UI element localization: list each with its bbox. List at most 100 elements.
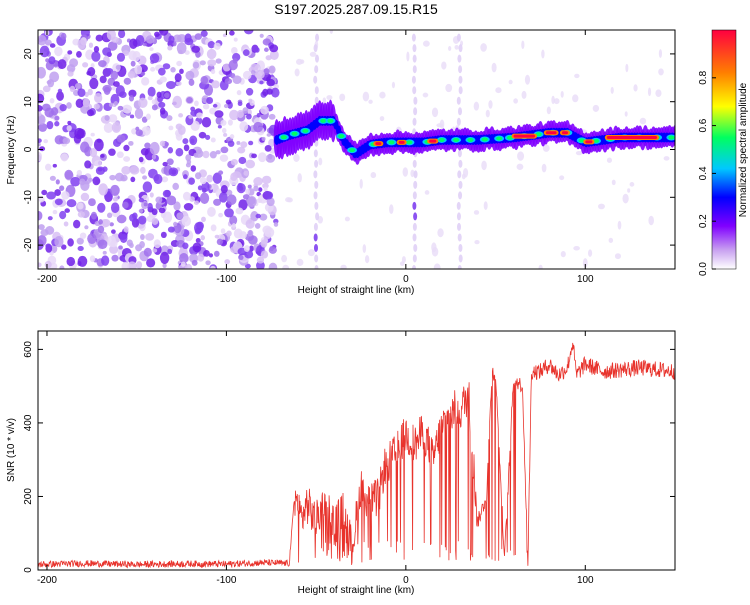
noise-speckle (142, 181, 153, 193)
noise-speckle (245, 188, 250, 195)
noise-speckle (273, 221, 279, 227)
noise-speckle (237, 101, 243, 107)
noise-speckle (110, 70, 119, 80)
noise-speckle (422, 92, 429, 98)
signal-blob (302, 128, 309, 133)
noise-speckle (240, 141, 248, 149)
noise-speckle (227, 140, 235, 147)
noise-speckle (138, 197, 145, 203)
streak-blob (413, 243, 418, 252)
signal-peak (606, 136, 658, 140)
noise-speckle (249, 245, 254, 252)
noise-speckle (162, 189, 171, 198)
signal-peak (513, 134, 536, 138)
noise-speckle (229, 109, 239, 121)
noise-speckle (38, 111, 42, 117)
noise-speckle (59, 210, 67, 220)
noise-speckle (182, 138, 189, 145)
noise-speckle (258, 152, 267, 163)
noise-speckle (143, 202, 148, 207)
noise-speckle (166, 158, 174, 166)
noise-speckle (483, 201, 488, 210)
noise-speckle (247, 184, 252, 189)
noise-speckle (110, 240, 118, 248)
noise-speckle (199, 177, 207, 185)
noise-speckle (431, 107, 439, 118)
noise-speckle (370, 172, 377, 179)
noise-speckle (196, 112, 203, 119)
streak-blob (314, 201, 319, 210)
noise-speckle (220, 185, 228, 194)
noise-speckle (145, 35, 155, 44)
noise-speckle (218, 192, 228, 203)
streak-blob (456, 212, 461, 221)
colorbar-tick-label: 0.4 (698, 166, 709, 180)
signal-blob (668, 135, 675, 140)
noise-speckle (266, 88, 273, 95)
noise-speckle (263, 68, 270, 76)
noise-speckle (189, 135, 198, 146)
noise-speckle (206, 174, 214, 183)
signal-blob (481, 137, 488, 142)
noise-speckle (101, 218, 111, 228)
noise-speckle (269, 44, 279, 53)
noise-speckle (69, 58, 79, 68)
noise-speckle (129, 242, 134, 249)
noise-speckle (209, 150, 217, 159)
noise-speckle (524, 74, 531, 85)
streak-blob (458, 65, 463, 74)
noise-speckle (239, 121, 249, 132)
noise-speckle (151, 99, 156, 105)
noise-speckle (431, 242, 437, 253)
noise-speckle (254, 69, 265, 80)
streak-blob (456, 96, 461, 105)
noise-speckle (185, 154, 192, 162)
noise-speckle (473, 101, 480, 111)
noise-speckle (633, 84, 638, 92)
noise-speckle (129, 165, 140, 175)
snr-plot-area (38, 331, 675, 570)
noise-speckle (38, 114, 46, 125)
noise-speckle (149, 47, 154, 51)
noise-speckle (236, 90, 242, 96)
y-tick-label: -10 (23, 190, 34, 205)
signal-peak (585, 140, 593, 144)
noise-speckle (38, 34, 47, 46)
noise-speckle (111, 86, 116, 91)
noise-speckle (480, 43, 487, 52)
noise-speckle (158, 67, 166, 76)
noise-speckle (127, 70, 136, 79)
noise-speckle (111, 254, 119, 262)
noise-speckle (45, 163, 52, 171)
noise-speckle (200, 30, 208, 37)
noise-speckle (57, 88, 63, 93)
noise-speckle (44, 260, 52, 269)
noise-speckle (159, 107, 166, 115)
noise-speckle (485, 109, 490, 118)
noise-speckle (368, 99, 373, 104)
noise-speckle (422, 40, 430, 47)
noise-speckle (159, 30, 169, 36)
noise-speckle (159, 140, 166, 147)
y-tick-label: 200 (23, 488, 34, 505)
noise-speckle (176, 81, 182, 86)
signal-blob (320, 118, 327, 123)
noise-speckle (59, 185, 65, 191)
noise-speckle (109, 174, 116, 181)
streak-blob (412, 191, 417, 200)
noise-speckle (111, 36, 119, 43)
noise-speckle (89, 255, 96, 263)
noise-speckle (410, 169, 415, 178)
streak-blob (314, 96, 319, 105)
noise-speckle (147, 86, 156, 97)
noise-speckle (88, 42, 94, 48)
noise-speckle (194, 100, 199, 107)
noise-speckle (104, 114, 110, 121)
noise-speckle (192, 61, 200, 69)
noise-speckle (123, 144, 130, 152)
noise-speckle (113, 101, 118, 106)
noise-speckle (224, 78, 233, 85)
noise-speckle (183, 202, 194, 211)
noise-speckle (265, 191, 274, 200)
